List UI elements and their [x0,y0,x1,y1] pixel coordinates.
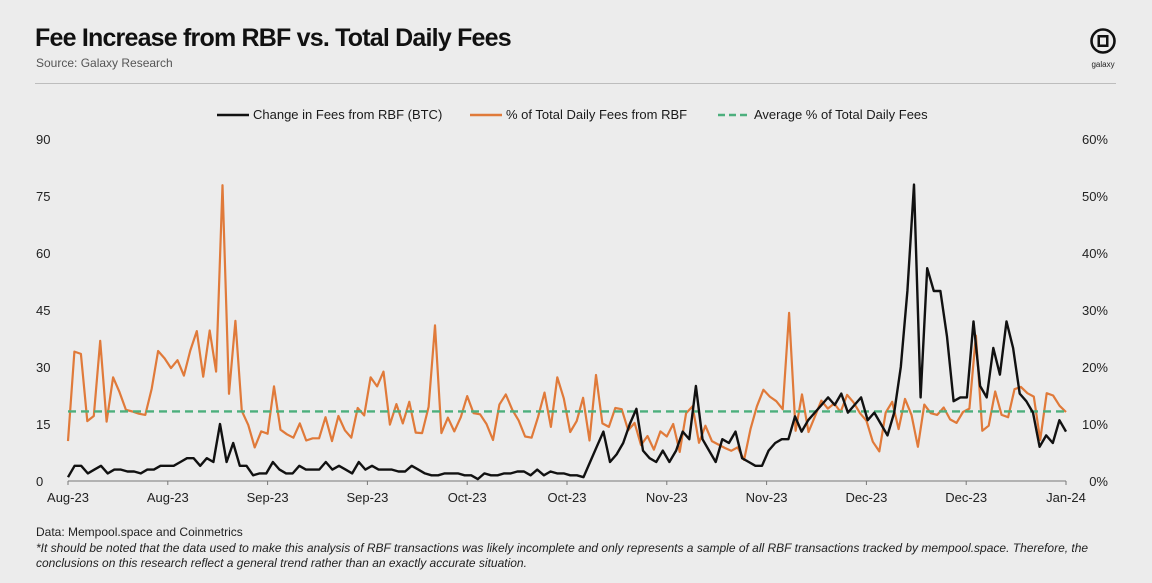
chart-source: Source: Galaxy Research [36,56,173,70]
y-right-tick-label: 10% [1082,417,1108,432]
y-right-tick-label: 0% [1089,474,1108,489]
y-right-tick-label: 20% [1082,360,1108,375]
y-right-tick-label: 40% [1082,246,1108,261]
y-right-tick-label: 30% [1082,303,1108,318]
y-left-tick-label: 45 [36,303,50,318]
chart-legend: Change in Fees from RBF (BTC) % of Total… [217,107,928,122]
x-tick-label: Jan-24 [1046,490,1086,505]
header-divider [35,83,1116,84]
y-left-tick-label: 90 [36,132,50,147]
x-tick-label: Sep-23 [247,490,289,505]
data-note: Data: Mempool.space and Coinmetrics [36,525,243,539]
x-tick-label: Nov-23 [646,490,688,505]
x-tick-label: Aug-23 [47,490,89,505]
series-layer [66,183,1068,481]
x-tick-label: Dec-23 [845,490,887,505]
y-left-tick-label: 15 [36,417,50,432]
x-tick-label: Sep-23 [346,490,388,505]
y-left-tick-label: 30 [36,360,50,375]
y-axis-right: 0% 10% 20% 30% 40% 50% 60% [1082,132,1108,489]
x-tick-label: Oct-23 [547,490,586,505]
series-line-btc [66,183,1068,481]
legend-label-avg: Average % of Total Daily Fees [754,107,928,122]
y-left-tick-label: 0 [36,474,43,489]
galaxy-logo-icon [1090,28,1116,54]
disclaimer: *It should be noted that the data used t… [36,541,1089,570]
y-right-tick-label: 50% [1082,189,1108,204]
y-axis-left: 0 15 30 45 60 75 90 [36,132,50,489]
legend-label-pct: % of Total Daily Fees from RBF [506,107,687,122]
x-tick-label: Oct-23 [448,490,487,505]
y-right-tick-label: 60% [1082,132,1108,147]
line-chart: Change in Fees from RBF (BTC) % of Total… [36,107,1108,505]
legend-label-btc: Change in Fees from RBF (BTC) [253,107,442,122]
series-line-pct [66,184,1067,461]
y-left-tick-label: 75 [36,189,50,204]
x-tick-label: Aug-23 [147,490,189,505]
x-axis: Aug-23 Aug-23 Sep-23 Sep-23 Oct-23 Oct-23 Nov-… [47,481,1086,505]
y-left-tick-label: 60 [36,246,50,261]
galaxy-logo: galaxy [1085,28,1121,69]
logo-text: galaxy [1091,60,1115,69]
x-tick-label: Dec-23 [945,490,987,505]
chart-title: Fee Increase from RBF vs. Total Daily Fe… [35,24,512,52]
x-tick-label: Nov-23 [746,490,788,505]
